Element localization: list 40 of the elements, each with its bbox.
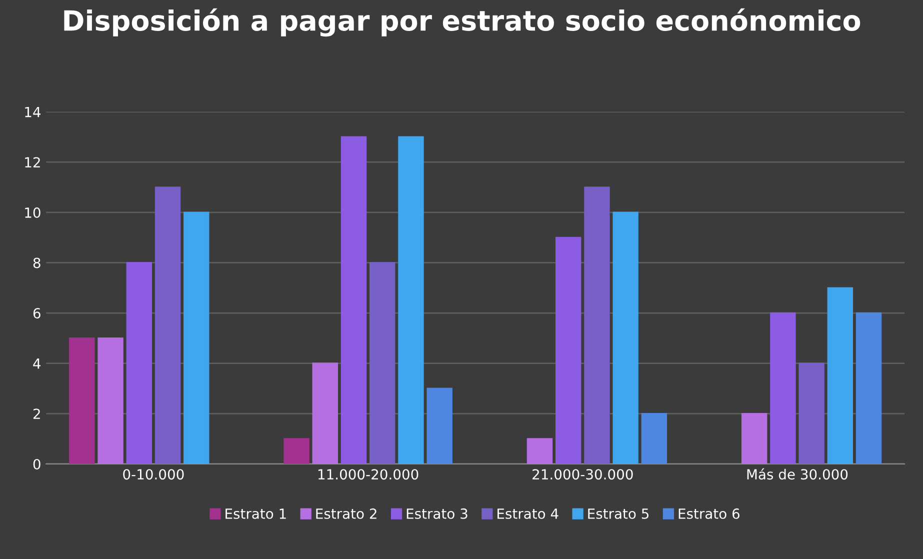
legend-label: Estrato 1 [226,508,286,519]
y-tick-label: 14 [25,106,41,118]
y-tick-label: 6 [33,308,40,319]
bar [154,186,181,464]
legend-label: Estrato 3 [406,508,468,519]
bar [184,212,210,464]
legend-label: Estrato 5 [588,508,648,519]
chart-title: Disposición a pagar por estrato socio econónomico [64,8,860,37]
bar [98,338,124,464]
bar [798,362,824,464]
bar [398,136,424,464]
bar [126,262,152,464]
bar [312,362,338,464]
bar [369,262,396,464]
legend-label: Estrato 2 [316,508,376,519]
bar [340,136,367,464]
bar [555,236,582,464]
x-tick-label: Más de 30.000 [747,468,848,480]
y-tick-label: 10 [25,207,40,218]
y-tick-label: 0 [33,458,40,470]
x-tick-label: 11.000-20.000 [318,469,418,480]
legend-label: Estrato 4 [498,508,558,519]
y-tick-label: 12 [25,157,40,168]
y-tick-label: 4 [33,358,41,369]
x-tick-label: 0-10.000 [123,469,184,480]
bar [827,287,854,464]
legend-label: Estrato 6 [678,508,740,519]
bar [284,438,310,464]
y-tick-label: 8 [33,258,40,268]
bar [856,312,882,464]
bar [584,186,610,464]
bar [641,412,668,464]
x-tick-label: 21.000-30.000 [532,469,633,480]
bar [69,338,95,464]
bar [770,312,796,464]
bar [526,438,553,464]
bar [426,388,452,464]
bar [741,412,768,464]
y-tick-label: 2 [33,408,40,419]
bar [612,212,638,464]
